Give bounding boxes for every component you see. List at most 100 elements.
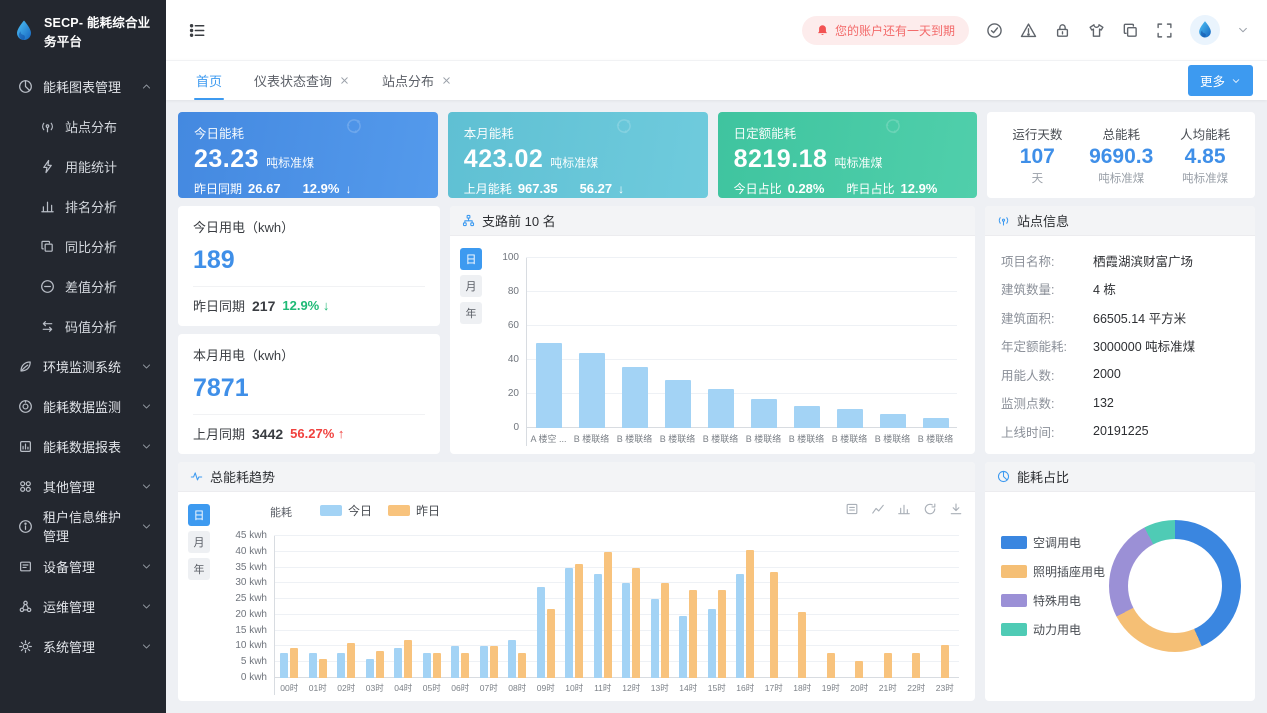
bar-group: 05时 (418, 536, 447, 695)
sidebar-item-系统管理[interactable]: 系统管理 (0, 626, 166, 666)
field-value: 0531-82665798 (1093, 453, 1181, 454)
bar-group: 14时 (674, 536, 703, 695)
sidebar-subitem-用能统计[interactable]: 用能统计 (0, 146, 166, 186)
sidebar-subitem-站点分布[interactable]: 站点分布 (0, 106, 166, 146)
x-axis-label: 03时 (365, 683, 384, 693)
sidebar-item-设备管理[interactable]: 设备管理 (0, 546, 166, 586)
sidebar-item-其他管理[interactable]: 其他管理 (0, 466, 166, 506)
panel-title: 站点信息 (1017, 214, 1070, 229)
user-avatar[interactable] (1190, 15, 1220, 45)
monitor-icon (18, 399, 33, 414)
y-axis-tick: 40 (507, 354, 519, 365)
bars (361, 536, 390, 678)
sidebar-item-label: 排名分析 (65, 199, 118, 215)
collapse-menu-icon[interactable] (188, 21, 207, 40)
gridline (526, 359, 957, 360)
trend-arrow-down: ↓ (345, 181, 352, 196)
sidebar-item-能耗图表管理[interactable]: 能耗图表管理 (0, 66, 166, 106)
user-menu-chevron-icon[interactable] (1237, 24, 1249, 36)
check-circle-icon[interactable] (986, 22, 1003, 39)
sidebar-subitem-排名分析[interactable]: 排名分析 (0, 186, 166, 226)
bar (836, 409, 863, 428)
trend-chart-body: 日月年 能耗 今日 昨日 0 kwh 5 kwh 10 kwh 15 kwh 20 kwh… (178, 492, 975, 701)
bar-chart-toggle-icon[interactable] (897, 502, 911, 516)
legend-item-今日[interactable]: 今日 (320, 502, 372, 519)
x-axis-label: B 楼联络 (702, 434, 739, 444)
more-tabs-button[interactable]: 更多 (1187, 65, 1253, 96)
close-tab-icon[interactable] (441, 75, 452, 86)
y-axis-tick: 80 (507, 286, 519, 297)
sidebar-item-运维管理[interactable]: 运维管理 (0, 586, 166, 626)
energy-share-panel: 能耗占比 空调用电照明插座用电 特殊用电动力用电 (985, 462, 1255, 701)
y-axis-tick: 100 (502, 252, 519, 263)
sidebar-subitem-码值分析[interactable]: 码值分析 (0, 306, 166, 346)
x-axis-label: B 楼联络 (788, 434, 825, 444)
tab-首页[interactable]: 首页 (180, 61, 238, 100)
site-info-panel: 站点信息 项目名称: 栖霞湖滨财富广场 建筑数量: 4 栋建筑面积: 66505.14 … (985, 206, 1255, 454)
bars (560, 536, 589, 678)
bar (912, 652, 921, 678)
account-expiry-alert[interactable]: 您的账户还有一天到期 (801, 15, 969, 45)
download-icon[interactable] (949, 502, 963, 516)
toggle-日[interactable]: 日 (188, 504, 210, 526)
sidebar-item-环境监测系统[interactable]: 环境监测系统 (0, 346, 166, 386)
y-axis-tick: 45 kwh (235, 530, 267, 541)
legend-item-照明插座用电[interactable]: 照明插座用电 (1001, 563, 1105, 580)
warning-icon[interactable] (1020, 22, 1037, 39)
tab-仪表状态查询[interactable]: 仪表状态查询 (238, 61, 366, 100)
branch-bar-chart: 0 20 40 60 80 100 A 楼空 ... B 楼联络 B 楼联络 B 楼联络 B 楼联络… (494, 250, 957, 446)
sidebar-subitem-同比分析[interactable]: 同比分析 (0, 226, 166, 266)
sidebar-item-能耗数据监测[interactable]: 能耗数据监测 (0, 386, 166, 426)
x-axis-label: B 楼联络 (831, 434, 868, 444)
bar (518, 652, 527, 678)
bars (589, 536, 618, 678)
theme-skin-icon[interactable] (1088, 22, 1105, 39)
legend-item-空调用电[interactable]: 空调用电 (1001, 534, 1105, 551)
field-label: 建筑面积: (1001, 311, 1055, 326)
bars (674, 536, 703, 678)
tab-站点分布[interactable]: 站点分布 (366, 61, 468, 100)
data-view-icon[interactable] (845, 502, 859, 516)
sidebar-item-租户信息维护管理[interactable]: 租户信息维护管理 (0, 506, 166, 546)
toggle-月[interactable]: 月 (460, 275, 482, 297)
gridline (526, 325, 957, 326)
legend-swatch (1001, 594, 1027, 607)
legend-item-昨日[interactable]: 昨日 (388, 502, 440, 519)
gridline (274, 550, 959, 552)
compare-row: 昨日同期 217 12.9% ↓ (193, 286, 425, 315)
field-value: 2000 (1093, 367, 1121, 382)
bar-group: 11时 (589, 536, 618, 695)
sidebar-item-label: 差值分析 (65, 279, 118, 295)
toggle-年[interactable]: 年 (188, 558, 210, 580)
sidebar-subitem-差值分析[interactable]: 差值分析 (0, 266, 166, 306)
legend-item-动力用电[interactable]: 动力用电 (1001, 621, 1105, 638)
legend-item-特殊用电[interactable]: 特殊用电 (1001, 592, 1105, 609)
line-chart-toggle-icon[interactable] (871, 502, 885, 516)
field-label: 监测点数: (1001, 397, 1055, 412)
lock-icon[interactable] (1054, 22, 1071, 39)
donut-chart (1109, 520, 1241, 652)
sidebar-item-能耗数据报表[interactable]: 能耗数据报表 (0, 426, 166, 466)
toggle-月[interactable]: 月 (188, 531, 210, 553)
fullscreen-icon[interactable] (1156, 22, 1173, 39)
bars (828, 258, 871, 428)
field-label: 建筑数量: (1001, 283, 1055, 298)
refresh-icon[interactable] (923, 502, 937, 516)
panel-title: 能耗占比 (1017, 470, 1070, 485)
antenna-icon (40, 119, 55, 134)
bar (707, 388, 734, 428)
sidebar-item-label: 码值分析 (65, 319, 118, 335)
card-value: 23.23 (194, 145, 260, 173)
month-energy-card: 本月能耗 423.02 吨标准煤 上月能耗 967.35 56.27 ↓ (447, 112, 708, 198)
card-unit: 吨标准煤 (550, 156, 599, 170)
copy-icon[interactable] (1122, 22, 1139, 39)
gridline (526, 393, 957, 394)
close-tab-icon[interactable] (339, 75, 350, 86)
toggle-年[interactable]: 年 (460, 302, 482, 324)
gridline (274, 582, 959, 584)
toggle-日[interactable]: 日 (460, 248, 482, 270)
card-unit: 吨标准煤 (834, 156, 883, 170)
bars (418, 536, 447, 678)
month-power-value: 7871 (193, 374, 249, 402)
